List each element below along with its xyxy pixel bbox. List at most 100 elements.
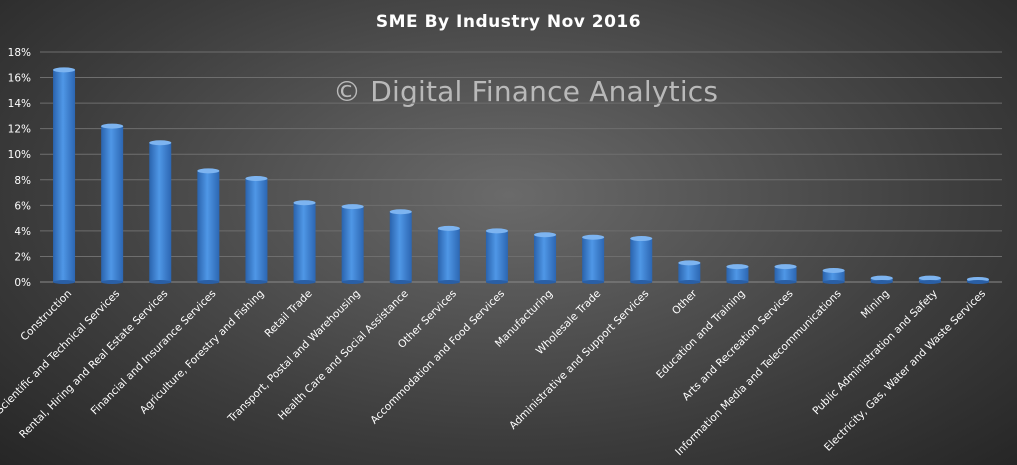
gridlines [40, 51, 1002, 283]
watermark-text: © Digital Finance Analytics [333, 75, 719, 108]
bar-cap [726, 264, 749, 270]
bar [582, 234, 605, 284]
bar [630, 236, 653, 284]
y-tick-label: 0% [14, 277, 31, 289]
bar-base [101, 280, 124, 284]
bar-cap [918, 275, 941, 281]
bar-base [437, 280, 460, 284]
bar-base [822, 280, 845, 284]
bar [726, 264, 749, 284]
x-category-label: Other [670, 287, 700, 317]
bar-base [341, 280, 364, 284]
y-tick-label: 4% [14, 226, 31, 238]
bar-cap [389, 209, 412, 215]
bar-body [774, 266, 797, 282]
bar-base [918, 280, 941, 284]
bar-body [678, 262, 701, 282]
bar [245, 176, 268, 284]
bar-body [293, 202, 316, 282]
bar-cap [149, 140, 172, 146]
bar-body [534, 234, 557, 282]
bar-body [389, 211, 412, 282]
bar-cap [293, 200, 316, 206]
bar-body [582, 237, 605, 282]
bar-body [101, 126, 124, 282]
bar-base [149, 280, 172, 284]
bar-body [53, 69, 76, 282]
bar-cap [53, 67, 76, 73]
bar-body [437, 228, 460, 282]
bar [149, 140, 172, 284]
bar-base [53, 280, 76, 284]
bar-base [197, 280, 220, 284]
bar-cap [822, 268, 845, 273]
y-tick-label: 16% [8, 73, 31, 85]
bar [197, 168, 220, 284]
bar [678, 260, 701, 284]
y-tick-label: 6% [14, 200, 31, 212]
bar-base [245, 280, 268, 284]
bar-cap [678, 260, 701, 266]
x-category-label: Mining [859, 288, 892, 321]
x-category-label: Electricity, Gas, Water and Waste Servic… [822, 288, 988, 454]
bar-cap [534, 232, 557, 238]
x-category-label: Education and Training [654, 288, 747, 381]
bar [101, 123, 124, 284]
bar-base [966, 280, 989, 284]
y-axis-ticks: 0% 2% 4% 6% 8% 10% 12% 14% 16% 18% [8, 47, 31, 289]
bar-cap [870, 275, 893, 281]
bar-cap [197, 168, 220, 174]
bar-cap [582, 234, 605, 240]
bar-base [870, 280, 893, 284]
bar [534, 232, 557, 284]
bar-cap [774, 264, 797, 270]
bar-base [678, 280, 701, 284]
bar [774, 264, 797, 284]
bar-cap [245, 176, 268, 181]
bar-cap [437, 225, 460, 231]
bar-body [197, 170, 220, 282]
bar [389, 209, 412, 284]
bar-body [485, 230, 508, 282]
bar-body [822, 270, 845, 282]
bar-body [245, 178, 268, 282]
x-category-label: Information Media and Telecommunications [673, 288, 844, 459]
bar [53, 67, 76, 284]
bar [822, 268, 845, 284]
bar [966, 276, 989, 284]
bar [918, 275, 941, 284]
bar-base [534, 280, 557, 284]
y-tick-label: 14% [8, 98, 31, 110]
y-tick-label: 2% [14, 251, 31, 263]
bar-cap [630, 236, 653, 242]
y-tick-label: 12% [8, 124, 31, 136]
bar-base [726, 280, 749, 284]
bar [437, 225, 460, 284]
bar-body [341, 206, 364, 282]
bar-base [582, 280, 605, 284]
bar-cap [341, 204, 364, 210]
x-category-label: Professional, Scientific and Technical S… [0, 288, 122, 465]
bar-base [389, 280, 412, 284]
bar [485, 228, 508, 284]
bars [53, 67, 989, 284]
chart-title: SME By Industry Nov 2016 [375, 12, 642, 32]
y-tick-label: 8% [14, 175, 31, 187]
bar-base [485, 280, 508, 284]
x-axis-labels: ConstructionProfessional, Scientific and… [0, 287, 988, 465]
bar-body [630, 238, 653, 282]
bar [870, 275, 893, 284]
bar-body [149, 142, 172, 282]
bar-body [726, 266, 749, 282]
bar [293, 200, 316, 284]
x-category-label: Retail Trade [263, 288, 315, 340]
bar-cap [485, 228, 508, 234]
bar-base [293, 280, 316, 284]
y-tick-label: 18% [8, 47, 31, 59]
bar-base [630, 280, 653, 284]
bar [341, 204, 364, 284]
bar-base [774, 280, 797, 284]
bar-cap [101, 123, 124, 129]
